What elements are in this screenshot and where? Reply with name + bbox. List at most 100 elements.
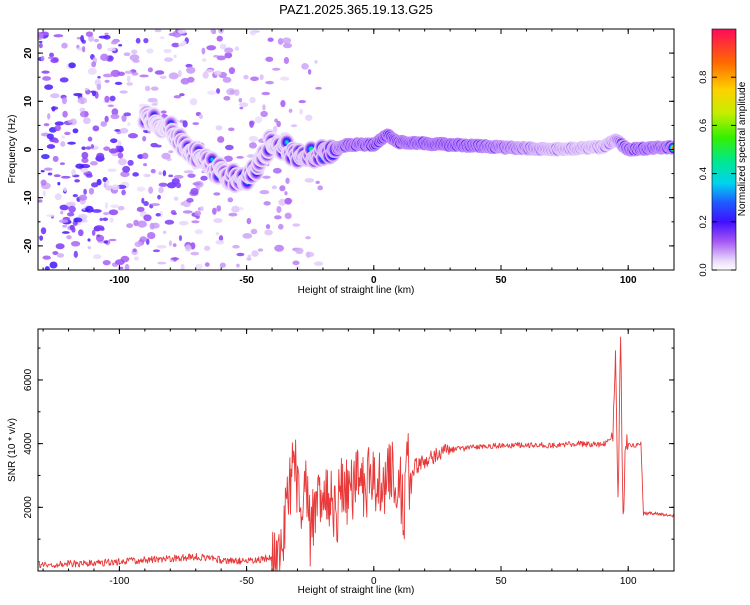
spectrogram-cell (104, 202, 108, 210)
spectrogram-cell (150, 168, 156, 174)
spectrogram-cell (38, 40, 43, 44)
spectrogram-cell (274, 118, 278, 123)
spectrogram-cell (144, 174, 151, 178)
x-tick-label: -50 (239, 275, 254, 286)
colorbar-label: Normalized spectral amplitude (737, 81, 748, 216)
spectrogram-cell (251, 250, 259, 257)
spectrogram-cell (40, 55, 45, 62)
spectrogram-cell (111, 108, 119, 116)
spectrogram-cell (90, 144, 95, 149)
spectrogram-cell (150, 203, 161, 206)
spectrogram-cell (147, 67, 153, 73)
spectrogram-cell (94, 225, 105, 231)
spectrogram-cell (47, 113, 51, 120)
spectrogram-cell (114, 129, 121, 132)
spectrogram-cell (53, 174, 61, 178)
spectrogram-cell (40, 169, 45, 173)
spectrogram-cell (49, 261, 58, 269)
spectrogram-cell (175, 182, 182, 189)
spectrogram-cell (315, 180, 320, 184)
spectrogram-cell (107, 168, 117, 172)
spectrogram-cell (168, 174, 174, 178)
spectrogram-cell (160, 110, 167, 114)
spectrogram-cell (274, 244, 285, 252)
spectrogram-cell (39, 235, 44, 241)
spectrogram-ridge (137, 104, 674, 194)
x-tick-label: 50 (495, 275, 507, 286)
spectrogram-cell (179, 93, 185, 97)
spectrogram-cell (60, 175, 71, 179)
spectrogram-cell (64, 131, 71, 136)
spectrogram-cell (114, 81, 123, 85)
spectrogram-cell (170, 209, 177, 215)
spectrogram-cell (53, 34, 64, 38)
spectrogram-cell (246, 154, 256, 158)
spectrogram-cell (132, 172, 139, 177)
spectrogram-cell (41, 154, 50, 160)
spectrogram-cell (81, 157, 89, 164)
spectrogram-cell (247, 254, 252, 258)
spectrogram-cell (46, 214, 55, 217)
spectrogram-cell (236, 263, 240, 268)
spectrogram-cell (104, 79, 110, 83)
spectrogram-cell (77, 97, 88, 104)
ridge-cell (671, 146, 674, 150)
spectrogram-cell (298, 100, 306, 104)
spectrogram-cell (257, 248, 264, 252)
spectrogram-cell (142, 136, 147, 142)
spectrogram-cell (279, 76, 290, 81)
spectrogram-cell (159, 75, 167, 80)
spectrogram-cell (99, 217, 103, 222)
spectrogram-cell (228, 212, 238, 217)
spectrogram-cell (50, 58, 59, 64)
spectrogram-cell (132, 248, 137, 253)
spectrogram-cell (73, 250, 78, 258)
spectrogram-cell (187, 173, 196, 178)
spectrogram-cell (246, 217, 252, 225)
spectrogram-cell (106, 47, 117, 52)
spectrogram-cell (67, 141, 76, 145)
spectrogram-cell (242, 233, 253, 239)
spectrogram-cell (204, 69, 215, 73)
spectrogram-cell (189, 98, 198, 106)
colorbar-tick-label: 0.0 (698, 263, 709, 276)
spectrogram-cell (80, 168, 89, 173)
spectrogram-cell (56, 253, 65, 258)
spectrogram-cell (121, 114, 127, 122)
spectrogram-cell (180, 263, 185, 270)
spectrogram-cell (305, 114, 313, 121)
spectrogram-cell (254, 116, 263, 124)
spectrogram-cell (271, 185, 277, 190)
spectrogram-cell (38, 43, 43, 49)
ridge-cell (210, 157, 214, 162)
spectrogram-cell (88, 187, 95, 195)
spectrogram-cell (178, 235, 183, 241)
spectrogram-cell (267, 37, 274, 42)
spectrogram-cell (55, 243, 65, 250)
spectrogram-cell (249, 30, 257, 36)
spectrogram-cell (71, 169, 76, 176)
spectrogram-cell (108, 209, 119, 216)
spectrogram-cell (54, 121, 64, 126)
spectrogram-cell (152, 249, 161, 253)
spectrogram-cell (219, 43, 227, 50)
spectrogram-cell (151, 103, 158, 106)
spectrogram-cell (52, 251, 59, 256)
spectrogram-cell (299, 108, 303, 115)
spectrogram-cell (96, 43, 103, 50)
spectrogram-cell (304, 178, 315, 183)
spectrogram-speckle (38, 29, 324, 270)
spectrogram-cell (141, 152, 149, 160)
spectrogram-cell (117, 148, 124, 152)
x-tick-label: 0 (371, 576, 377, 587)
spectrogram-cell (143, 37, 149, 44)
spectrogram-cell (250, 228, 258, 235)
spectrogram-cell (223, 155, 233, 162)
spectrogram-cell (171, 42, 180, 48)
spectrogram-cell (74, 179, 80, 183)
colorbar-tick-label: 0.6 (698, 119, 709, 132)
spectrogram-cell (66, 235, 72, 240)
spectrogram-cell (123, 52, 131, 57)
spectrogram-cell (283, 56, 290, 65)
spectrogram-cell (83, 117, 91, 125)
